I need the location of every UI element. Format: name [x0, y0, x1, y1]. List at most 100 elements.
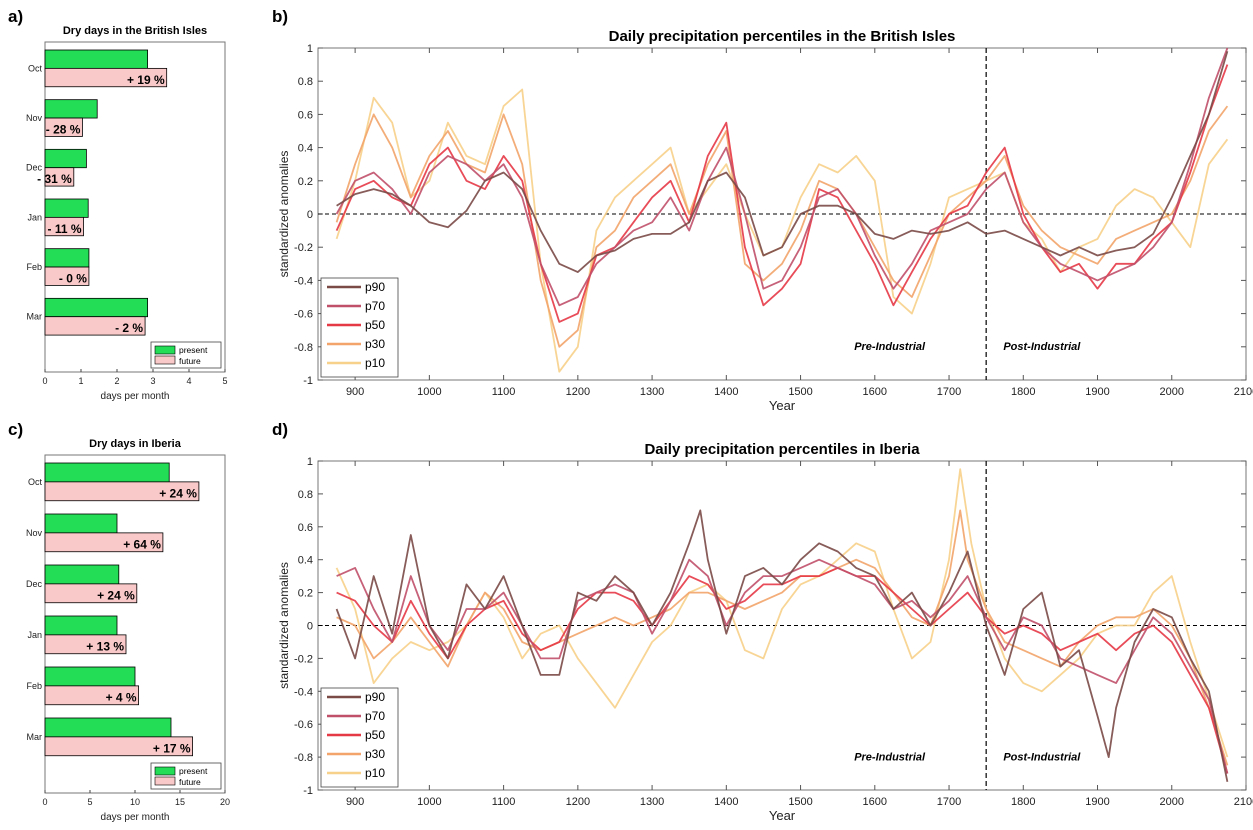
legend-swatch-present — [154, 766, 176, 776]
x-tick-label: 1200 — [566, 386, 590, 398]
y-tick-label: 0.6 — [298, 109, 313, 121]
bar-future-oct — [44, 481, 200, 502]
panel-letter: b) — [272, 7, 288, 26]
bar-future-feb — [44, 685, 139, 706]
series-line-p30 — [335, 105, 1229, 348]
x-tick-label: 1200 — [566, 796, 590, 808]
x-tick-label: 5 — [87, 797, 92, 807]
x-axis-label: Year — [769, 398, 796, 413]
x-tick-label: 1900 — [1085, 386, 1109, 398]
x-tick-label: 1800 — [1011, 796, 1035, 808]
x-tick-label: 2000 — [1160, 386, 1184, 398]
legend-label-p30: p30 — [365, 747, 385, 761]
panel-title: Dry days in the British Isles — [63, 25, 207, 37]
bar-present-nov — [44, 513, 118, 534]
era-label-post-industrial: Post-Industrial — [1003, 751, 1081, 763]
x-tick-label: 1600 — [863, 386, 887, 398]
x-tick-label: 20 — [220, 797, 230, 807]
change-annotation: - 11 % — [47, 222, 81, 236]
series-line-p10 — [335, 468, 1229, 758]
category-label: Mar — [27, 732, 43, 742]
change-annotation: + 19 % — [127, 73, 165, 87]
change-annotation: - 2 % — [115, 321, 143, 335]
legend-swatch-future — [154, 776, 176, 786]
category-label: Feb — [26, 262, 42, 272]
x-tick-label: 1100 — [492, 386, 516, 398]
y-tick-label: -1 — [303, 375, 313, 387]
era-label-pre-industrial: Pre-Industrial — [854, 751, 926, 763]
category-label: Nov — [26, 528, 43, 538]
bar-future-nov — [44, 117, 83, 137]
x-tick-label: 1300 — [640, 386, 664, 398]
x-tick-label: 1700 — [937, 796, 961, 808]
bar-present-feb — [44, 666, 136, 687]
category-label: Jan — [27, 212, 42, 222]
legend-label-future: future — [179, 356, 201, 366]
category-label: Oct — [28, 477, 43, 487]
x-tick-label: 900 — [346, 386, 364, 398]
change-annotation: - 31 % — [37, 172, 72, 186]
change-annotation: - 28 % — [46, 122, 81, 136]
y-tick-label: -0.4 — [294, 686, 313, 698]
y-tick-label: 0 — [307, 621, 313, 633]
x-tick-label: 2100 — [1234, 386, 1253, 398]
series-line-p90 — [336, 51, 1229, 273]
panel-title: Dry days in Iberia — [89, 438, 182, 450]
y-axis-label: standardized anomalies — [277, 562, 291, 689]
x-tick-label: 10 — [130, 797, 140, 807]
x-tick-label: 5 — [222, 376, 227, 386]
x-tick-label: 1800 — [1011, 386, 1035, 398]
legend-label-p10: p10 — [365, 356, 385, 370]
x-tick-label: 3 — [150, 376, 155, 386]
bar-present-dec — [44, 564, 120, 585]
panel-letter: c) — [8, 420, 23, 439]
y-tick-label: 1 — [307, 456, 313, 468]
change-annotation: - 0 % — [59, 271, 87, 285]
y-tick-label: -0.4 — [294, 275, 313, 287]
bar-present-mar — [44, 717, 172, 738]
bar-present-nov — [44, 99, 98, 119]
y-tick-label: 0.8 — [298, 76, 313, 88]
legend-label-p90: p90 — [365, 280, 385, 294]
bar-future-jan — [44, 634, 127, 655]
panel-title: Daily precipitation percentiles in the B… — [609, 28, 956, 45]
legend-label-present: present — [179, 766, 208, 776]
bar-present-feb — [44, 248, 90, 268]
x-axis-label: days per month — [101, 812, 170, 823]
panel-letter: a) — [8, 7, 23, 26]
x-tick-label: 2100 — [1234, 796, 1253, 808]
y-tick-label: -0.2 — [294, 653, 313, 665]
change-annotation: + 13 % — [86, 640, 124, 654]
legend-label-p50: p50 — [365, 728, 385, 742]
legend-label-p70: p70 — [365, 299, 385, 313]
y-tick-label: -0.6 — [294, 309, 313, 321]
x-tick-label: 1400 — [714, 796, 738, 808]
y-tick-label: 0.2 — [298, 176, 313, 188]
x-tick-label: 1000 — [417, 386, 441, 398]
category-label: Feb — [26, 681, 42, 691]
bar-future-feb — [44, 266, 90, 286]
y-tick-label: -1 — [303, 785, 313, 797]
change-annotation: + 24 % — [97, 589, 135, 603]
y-tick-label: 0 — [307, 209, 313, 221]
bar-future-nov — [44, 532, 164, 553]
x-tick-label: 1100 — [492, 796, 516, 808]
x-tick-label: 1600 — [863, 796, 887, 808]
y-tick-label: 1 — [307, 43, 313, 55]
y-tick-label: -0.8 — [294, 752, 313, 764]
legend-box — [320, 277, 399, 378]
x-tick-label: 1000 — [417, 796, 441, 808]
bar-present-oct — [44, 462, 170, 483]
y-axis-label: standardized anomalies — [277, 151, 291, 278]
panel-title: Daily precipitation percentiles in Iberi… — [644, 441, 920, 458]
series-line-p30 — [336, 509, 1229, 766]
change-annotation: + 24 % — [159, 487, 197, 501]
legend-label-present: present — [179, 345, 208, 355]
legend-label-p90: p90 — [365, 690, 385, 704]
bar-present-jan — [44, 615, 118, 636]
category-label: Mar — [27, 312, 43, 322]
panel-letter: d) — [272, 420, 288, 439]
y-tick-label: 0.4 — [298, 143, 313, 155]
series-line-p90 — [335, 509, 1229, 782]
